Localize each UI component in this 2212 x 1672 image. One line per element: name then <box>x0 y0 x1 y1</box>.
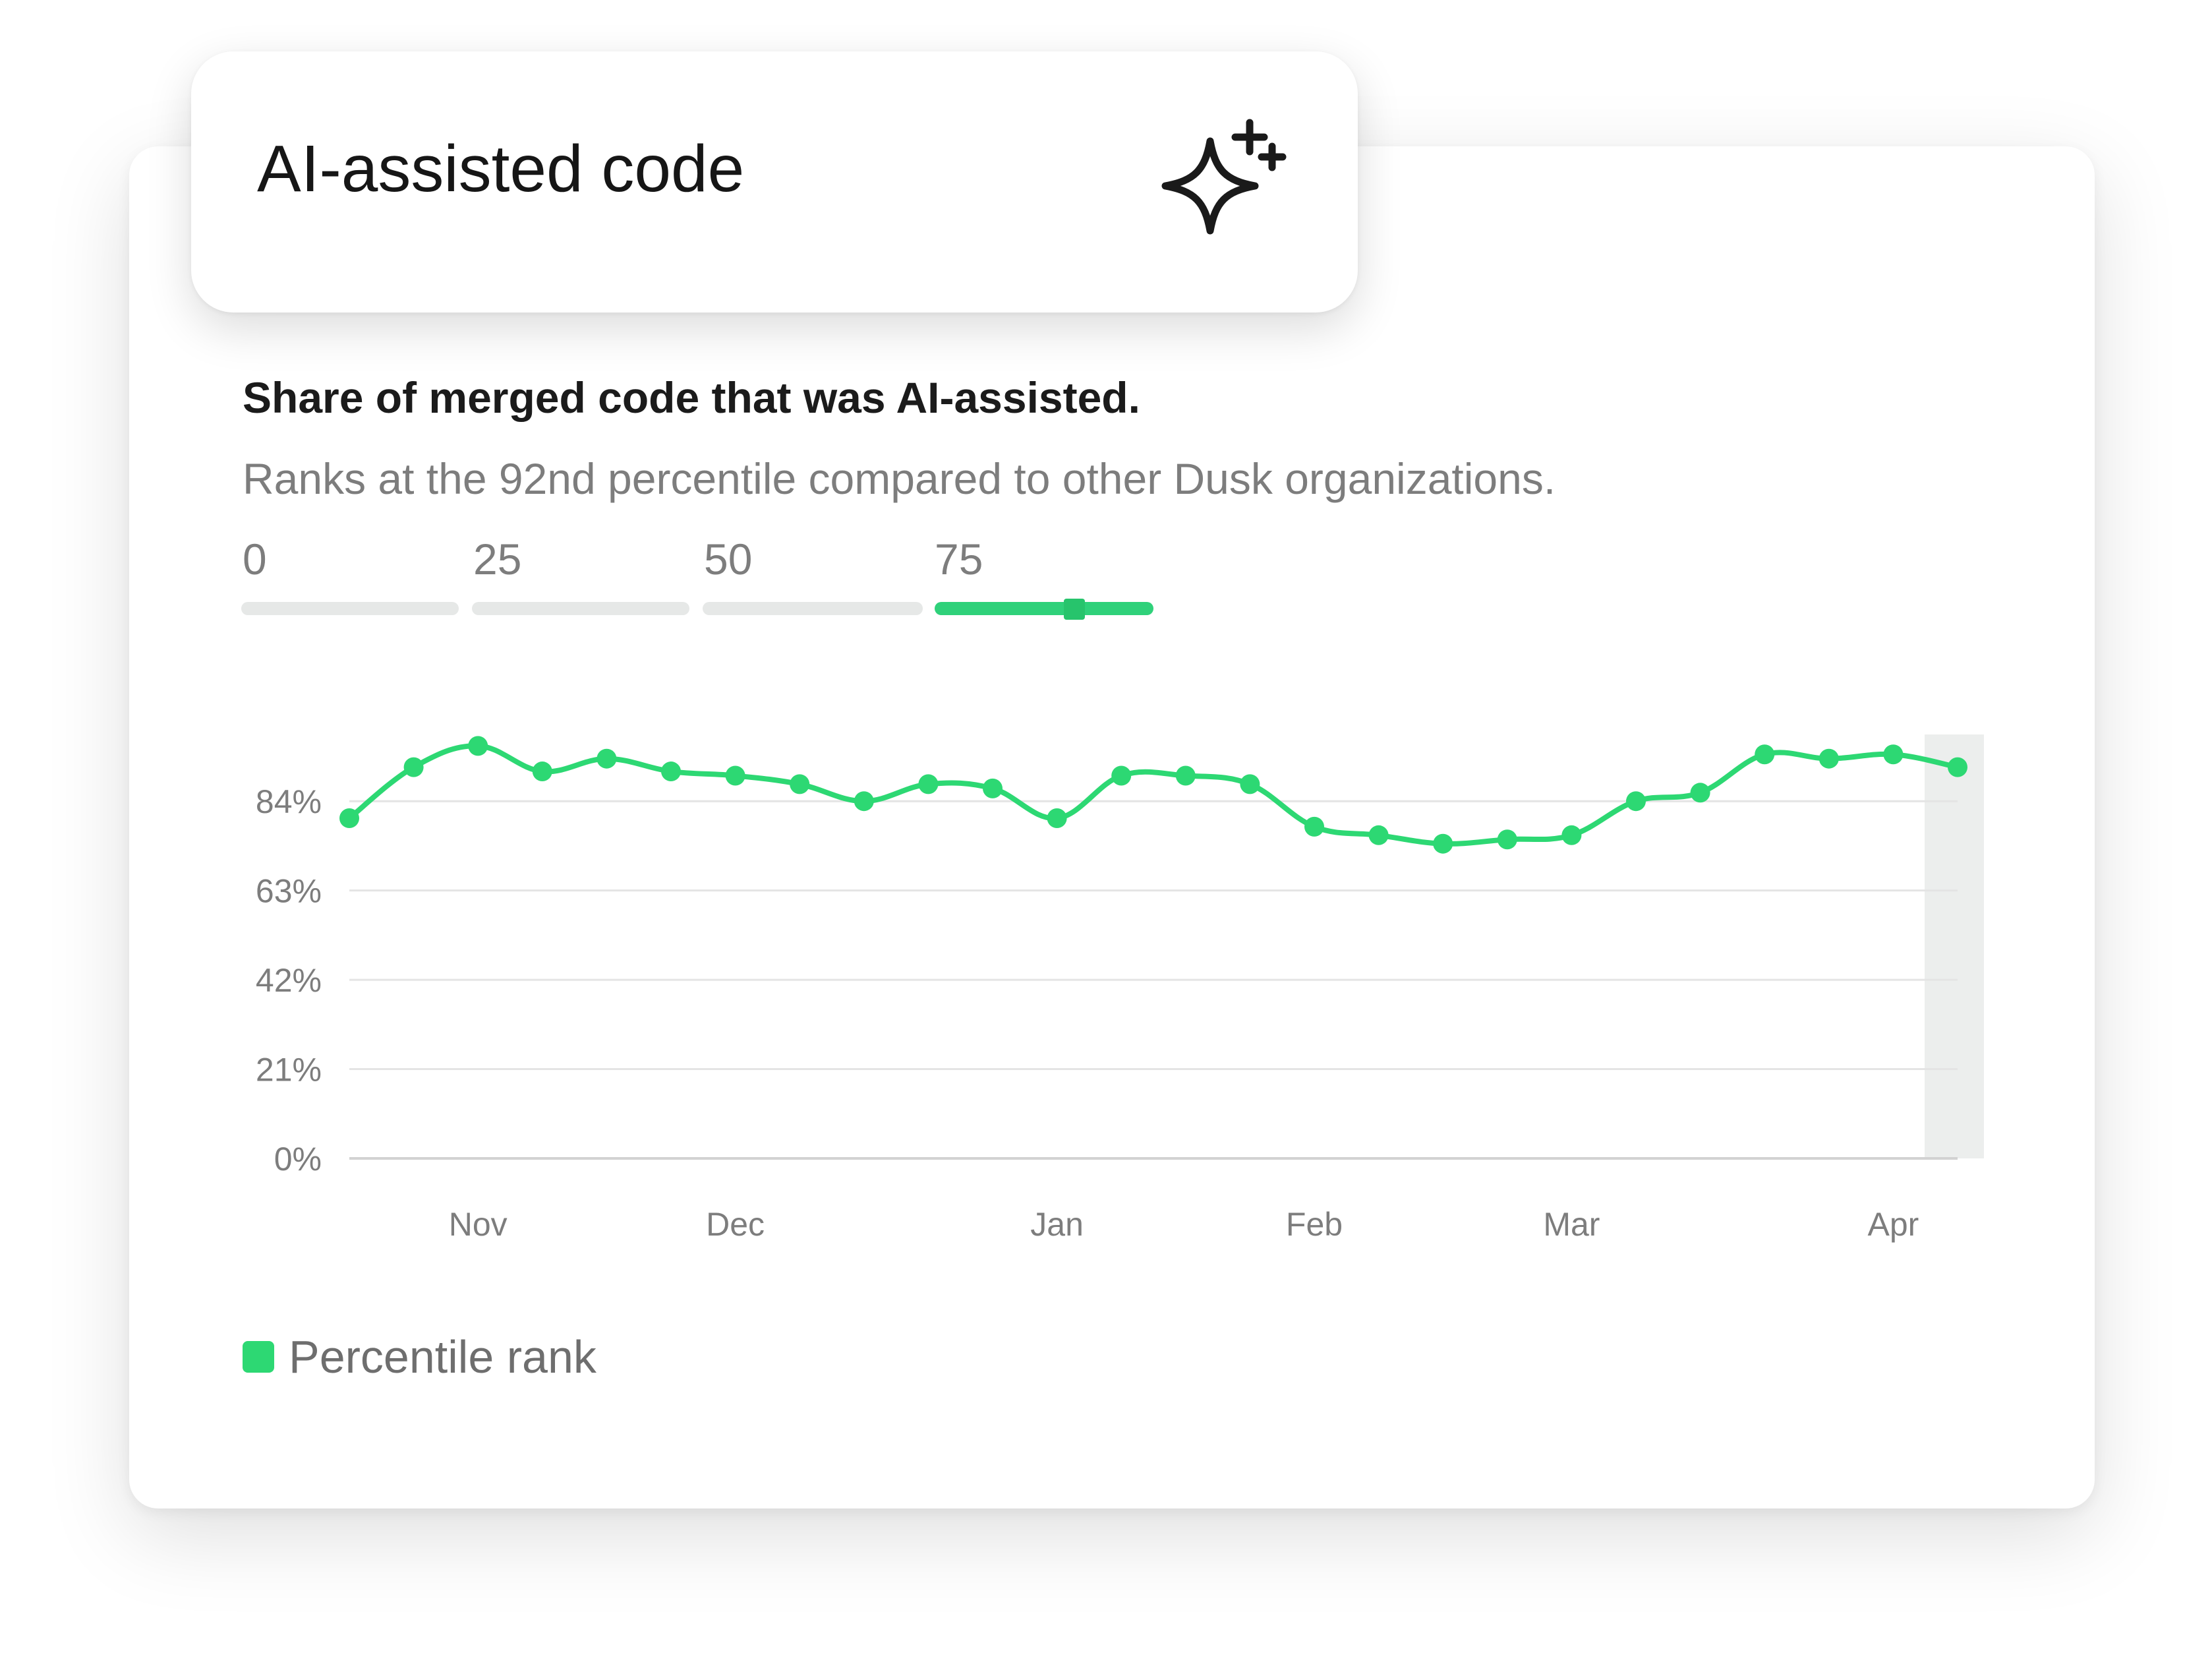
data-point[interactable] <box>661 761 681 782</box>
x-axis-labels: Nov Dec Jan Feb Mar Apr <box>449 1206 1919 1243</box>
y-tick-label: 0% <box>274 1141 322 1178</box>
data-point[interactable] <box>468 736 488 756</box>
data-point[interactable] <box>1175 765 1196 786</box>
legend: Percentile rank <box>243 1330 597 1383</box>
y-tick-label: 42% <box>256 962 322 999</box>
data-point[interactable] <box>725 765 745 786</box>
data-point[interactable] <box>790 774 810 794</box>
y-axis-labels: 0% 21% 42% 63% 84% <box>256 783 322 1178</box>
sparkle-icon <box>1161 119 1287 235</box>
data-point[interactable] <box>532 761 552 782</box>
grid-lines <box>349 800 1958 1160</box>
x-tick-label: Jan <box>1030 1206 1084 1243</box>
data-point[interactable] <box>918 774 939 794</box>
data-point[interactable] <box>1111 765 1132 786</box>
scale-label-75: 75 <box>935 535 983 583</box>
x-tick-label: Feb <box>1286 1206 1343 1243</box>
x-tick-label: Mar <box>1543 1206 1600 1243</box>
data-point[interactable] <box>339 808 359 828</box>
y-tick-label: 63% <box>256 873 322 910</box>
scale-segment-0 <box>241 602 459 615</box>
data-point[interactable] <box>1819 748 1839 769</box>
header-card: AI-assisted code <box>191 51 1358 313</box>
data-point[interactable] <box>854 791 874 812</box>
scale-label-0: 0 <box>243 535 267 583</box>
scale-segment-75 <box>935 602 1153 615</box>
data-point[interactable] <box>1368 825 1389 845</box>
data-point[interactable] <box>1883 744 1904 765</box>
chart-subheading: Ranks at the 92nd percentile compared to… <box>243 454 1556 503</box>
data-point[interactable] <box>1047 808 1067 828</box>
data-point[interactable] <box>1626 791 1646 812</box>
series-points <box>339 736 1967 854</box>
data-point[interactable] <box>1497 829 1517 850</box>
chart-card <box>129 146 2095 1508</box>
y-tick-label: 84% <box>256 783 322 820</box>
legend-label: Percentile rank <box>289 1331 597 1383</box>
data-point[interactable] <box>1561 825 1582 845</box>
data-point[interactable] <box>1690 783 1710 803</box>
y-tick-label: 21% <box>256 1052 322 1089</box>
page-title: AI-assisted code <box>257 132 745 206</box>
data-point[interactable] <box>1240 774 1260 794</box>
data-point[interactable] <box>983 778 1003 798</box>
percentile-marker <box>1064 599 1085 620</box>
scale-segment-25 <box>472 602 689 615</box>
scale-segment-50 <box>703 602 923 615</box>
data-point[interactable] <box>1948 757 1967 777</box>
data-point[interactable] <box>1304 816 1324 837</box>
data-point[interactable] <box>1433 833 1453 854</box>
current-period-highlight <box>1925 734 1984 1158</box>
legend-swatch <box>243 1341 274 1373</box>
x-tick-label: Nov <box>449 1206 508 1243</box>
x-tick-label: Apr <box>1867 1206 1919 1243</box>
data-point[interactable] <box>403 757 424 777</box>
chart-heading: Share of merged code that was AI-assiste… <box>243 373 1140 422</box>
scale-label-25: 25 <box>473 535 522 583</box>
scale-label-50: 50 <box>704 535 753 583</box>
data-point[interactable] <box>597 748 617 769</box>
x-tick-label: Dec <box>706 1206 765 1243</box>
data-point[interactable] <box>1755 744 1775 765</box>
series-line-percentile-rank <box>347 743 1958 847</box>
